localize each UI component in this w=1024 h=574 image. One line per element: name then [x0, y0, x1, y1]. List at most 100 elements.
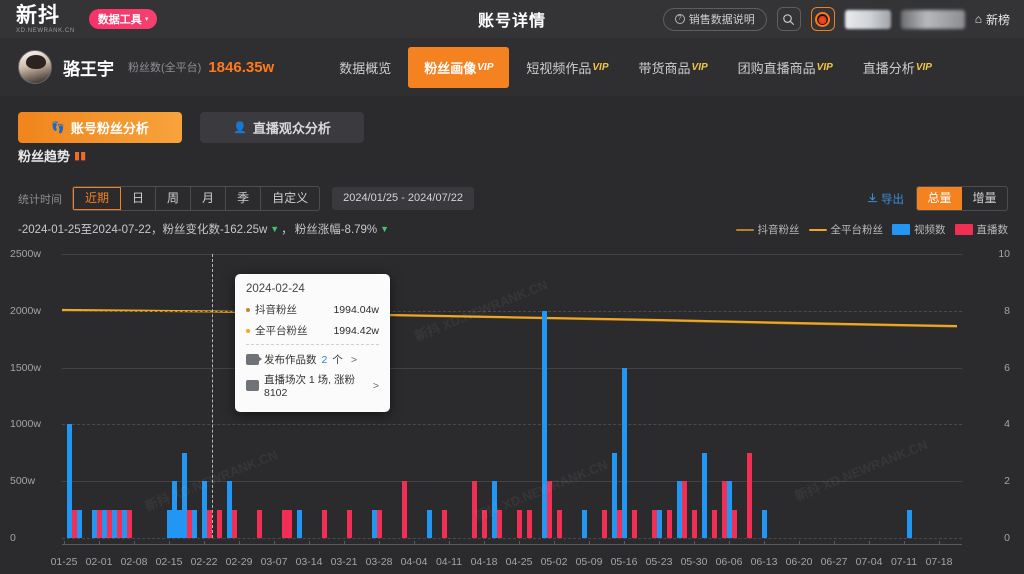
toggle-total[interactable]: 总量: [917, 187, 962, 210]
bar-live-count[interactable]: [107, 509, 112, 538]
bar-live-count[interactable]: [602, 509, 607, 538]
bar-live-count[interactable]: [72, 509, 77, 538]
bar-live-count[interactable]: [722, 481, 727, 538]
legend-item-all-platform-fans[interactable]: 全平台粉丝: [808, 222, 883, 237]
bar-live-count[interactable]: [282, 509, 287, 538]
bar-video-count[interactable]: [92, 509, 97, 538]
sales-note-button[interactable]: ? 销售数据说明: [662, 7, 767, 31]
tooltip-row-douyin: 抖音粉丝 1994.04w: [246, 302, 379, 317]
bar-video-count[interactable]: [372, 509, 377, 538]
bar-live-count[interactable]: [632, 509, 637, 538]
bar-live-count[interactable]: [207, 509, 212, 538]
subtab-account-fan-analysis[interactable]: 👣 账号粉丝分析: [18, 112, 182, 143]
bar-video-count[interactable]: [172, 481, 177, 538]
bar-live-count[interactable]: [527, 509, 532, 538]
export-button[interactable]: 导出: [867, 191, 904, 207]
tooltip-live-link[interactable]: 直播场次 1 场, 涨粉 8102 >: [246, 372, 379, 399]
bar-live-count[interactable]: [257, 509, 262, 538]
x-tick-notch: [239, 541, 240, 545]
bar-live-count[interactable]: [517, 509, 522, 538]
tab-live-analysis[interactable]: 直播分析 VIP: [850, 49, 945, 86]
period-quarter[interactable]: 季: [226, 187, 262, 210]
bar-live-count[interactable]: [217, 509, 222, 538]
bar-video-count[interactable]: [702, 452, 707, 538]
bar-live-count[interactable]: [732, 509, 737, 538]
bar-live-count[interactable]: [117, 509, 122, 538]
bar-live-count[interactable]: [402, 481, 407, 538]
bar-video-count[interactable]: [177, 509, 182, 538]
bar-video-count[interactable]: [182, 452, 187, 538]
toggle-increment[interactable]: 增量: [972, 191, 997, 205]
bar-video-count[interactable]: [202, 481, 207, 538]
bar-live-count[interactable]: [712, 509, 717, 538]
bar-video-count[interactable]: [622, 367, 627, 538]
bar-live-count[interactable]: [482, 509, 487, 538]
bar-live-count[interactable]: [232, 509, 237, 538]
chart-plot-area[interactable]: [61, 254, 962, 539]
bar-live-count[interactable]: [347, 509, 352, 538]
period-week[interactable]: 周: [156, 187, 192, 210]
bar-video-count[interactable]: [727, 481, 732, 538]
bar-video-count[interactable]: [762, 509, 767, 538]
bar-video-count[interactable]: [67, 424, 72, 538]
bar-live-count[interactable]: [97, 509, 102, 538]
bar-live-count[interactable]: [747, 452, 752, 538]
bar-live-count[interactable]: [187, 509, 192, 538]
bar-live-count[interactable]: [287, 509, 292, 538]
bar-live-count[interactable]: [497, 509, 502, 538]
bar-video-count[interactable]: [582, 509, 587, 538]
tab-data-overview[interactable]: 数据概览: [326, 49, 404, 86]
legend-item-video-count[interactable]: 视频数: [892, 222, 946, 237]
x-tick-notch: [344, 541, 345, 545]
bar-live-count[interactable]: [682, 481, 687, 538]
bar-video-count[interactable]: [77, 509, 82, 538]
bar-video-count[interactable]: [542, 310, 547, 538]
bar-live-count[interactable]: [617, 509, 622, 538]
tab-short-video[interactable]: 短视频作品 VIP: [513, 49, 621, 86]
logo[interactable]: 新抖 XD.NEWRANK.CN: [16, 4, 75, 34]
period-custom[interactable]: 自定义: [272, 191, 309, 205]
bar-live-count[interactable]: [652, 509, 657, 538]
bar-live-count[interactable]: [547, 481, 552, 538]
bar-video-count[interactable]: [492, 481, 497, 538]
data-tools-button[interactable]: 数据工具 ▾: [88, 9, 158, 29]
bar-video-count[interactable]: [112, 509, 117, 538]
bar-video-count[interactable]: [122, 509, 127, 538]
tab-fan-portrait[interactable]: 粉丝画像 VIP: [408, 46, 510, 88]
legend-item-live-count[interactable]: 直播数: [954, 222, 1008, 237]
bar-live-count[interactable]: [377, 509, 382, 538]
legend-item-douyin-fans[interactable]: 抖音粉丝: [735, 222, 800, 237]
bar-live-count[interactable]: [557, 509, 562, 538]
bar-video-count[interactable]: [167, 509, 172, 538]
bar-video-count[interactable]: [227, 481, 232, 538]
tab-products[interactable]: 带货商品 VIP: [626, 49, 721, 86]
bar-live-count[interactable]: [322, 509, 327, 538]
bar-live-count[interactable]: [442, 509, 447, 538]
bar-video-count[interactable]: [612, 452, 617, 538]
bar-video-count[interactable]: [192, 509, 197, 538]
bar-video-count[interactable]: [907, 509, 912, 538]
tab-group-buy-live[interactable]: 团购直播商品 VIP: [725, 49, 846, 86]
bar-video-count[interactable]: [427, 509, 432, 538]
period-recent[interactable]: 近期: [73, 187, 122, 210]
bar-video-count[interactable]: [297, 509, 302, 538]
user-avatar-icon[interactable]: [810, 7, 835, 31]
newrank-home-link[interactable]: ⌂ 新榜: [975, 11, 1010, 28]
bar-live-count[interactable]: [127, 509, 132, 538]
bar-live-count[interactable]: [692, 509, 697, 538]
tooltip-works-link[interactable]: 发布作品数 2 个 >: [246, 352, 379, 367]
bar-video-count[interactable]: [102, 509, 107, 538]
search-icon[interactable]: [776, 7, 801, 31]
vip-badge: VIP: [816, 61, 833, 73]
period-month[interactable]: 月: [191, 187, 227, 210]
chevron-right-icon: >: [350, 353, 357, 366]
x-tick-label: 07-18: [925, 556, 953, 568]
x-tick-notch: [659, 541, 660, 545]
date-range-picker[interactable]: 2024/01/25 - 2024/07/22: [332, 187, 474, 210]
period-day[interactable]: 日: [121, 187, 157, 210]
bar-video-count[interactable]: [657, 509, 662, 538]
bar-live-count[interactable]: [472, 481, 477, 538]
subtab-live-audience-analysis[interactable]: 👤 直播观众分析: [200, 112, 364, 143]
bar-live-count[interactable]: [667, 509, 672, 538]
bar-video-count[interactable]: [677, 481, 682, 538]
